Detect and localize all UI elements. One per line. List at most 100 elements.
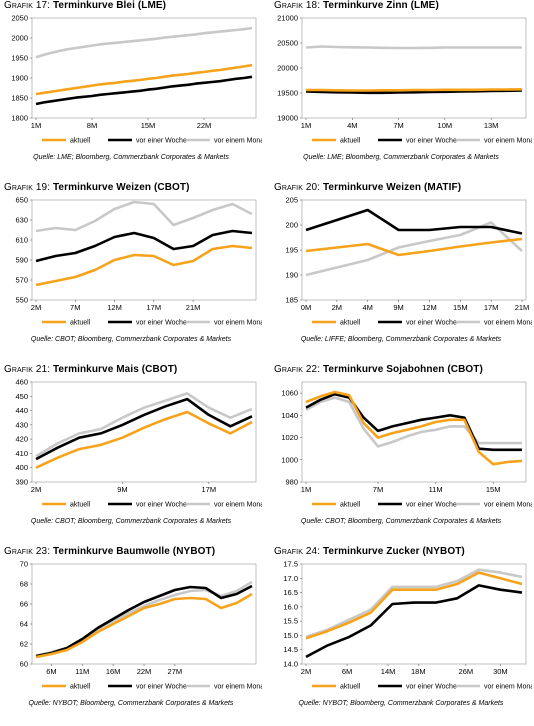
y-tick-label: 1040 <box>281 411 298 420</box>
y-tick-label: 195 <box>285 246 298 255</box>
y-tick-label: 70 <box>20 560 28 569</box>
legend-label: vor einer Woche <box>136 320 187 327</box>
plot-area <box>31 17 257 119</box>
x-tick-label: 21M <box>515 303 530 312</box>
legend-label: aktuell <box>70 138 91 145</box>
chart-panel-weizen-cbot: Grafik 19: Terminkurve Weizen (CBOT) 550… <box>0 182 262 362</box>
y-tick-label: 610 <box>15 236 28 245</box>
source-note: Quelle: CBOT; Bloomberg, Commerzbank Cor… <box>30 336 232 343</box>
x-tick-label: 17M <box>147 303 162 312</box>
y-tick-label: 21000 <box>277 14 298 23</box>
y-tick-label: 570 <box>15 276 28 285</box>
y-tick-label: 14.5 <box>283 645 298 654</box>
legend-label: vor einem Monat <box>484 502 532 509</box>
y-tick-label: 14.0 <box>283 660 298 669</box>
series-line-aktuell <box>35 63 253 96</box>
series-line-vor_einem_monat <box>35 26 253 59</box>
chart-panel-baumwolle: Grafik 23: Terminkurve Baumwolle (NYBOT)… <box>0 546 262 726</box>
x-tick-label: 10M <box>438 121 453 130</box>
y-tick-label: 440 <box>15 406 28 415</box>
grafik-label: Grafik 19: <box>4 182 51 193</box>
grafik-label: Grafik 18: <box>274 0 321 11</box>
x-tick-label: 9M <box>393 303 403 312</box>
y-tick-label: 2050 <box>11 14 28 23</box>
grafik-label: Grafik 20: <box>274 182 321 193</box>
y-tick-label: 980 <box>285 478 298 487</box>
y-tick-label: 17.5 <box>283 560 298 569</box>
series-line-vor_einer_woche <box>305 392 522 452</box>
chart-svg: 98010001020104010601M7M11M15M21Maktuellv… <box>281 381 532 509</box>
y-tick-label: 15.5 <box>283 617 298 626</box>
y-tick-label: 16.0 <box>283 602 298 611</box>
x-tick-label: 7M <box>373 485 383 494</box>
series-line-aktuell <box>306 88 523 92</box>
chart-svg: 3904004104204304404504602M9M17M24Maktuel… <box>15 378 262 509</box>
series-line-vor_einer_woche <box>35 229 253 263</box>
plot-area <box>301 17 527 119</box>
y-tick-label: 1020 <box>281 433 298 442</box>
y-tick-label: 1060 <box>281 389 298 398</box>
x-tick-label: 2M <box>31 303 41 312</box>
x-tick-label: 12M <box>422 303 437 312</box>
legend-label: vor einem Monat <box>214 502 262 509</box>
y-tick-label: 205 <box>285 196 298 205</box>
panel-title: Grafik 18: Terminkurve Zinn (LME) <box>274 0 439 11</box>
panel-title: Grafik 20: Terminkurve Weizen (MATIF) <box>274 182 461 193</box>
x-tick-label: 6M <box>46 667 56 676</box>
x-tick-label: 9M <box>117 485 127 494</box>
x-tick-label: 12M <box>107 303 122 312</box>
legend-label: aktuell <box>70 684 91 691</box>
legend-label: vor einem Monat <box>484 684 532 691</box>
x-tick-label: 0M <box>301 303 311 312</box>
chart-title: Terminkurve Weizen (MATIF) <box>322 182 462 193</box>
y-tick-label: 20000 <box>277 64 298 73</box>
x-tick-label: 17M <box>484 303 499 312</box>
series-line-vor_einem_monat <box>305 568 523 639</box>
chart-panel-weizen-matif: Grafik 20: Terminkurve Weizen (MATIF) 18… <box>270 182 532 362</box>
legend-label: vor einem Monat <box>214 320 262 327</box>
panel-title: Grafik 21: Terminkurve Mais (CBOT) <box>4 364 177 375</box>
x-tick-label: 4M <box>363 303 373 312</box>
x-tick-label: 15M <box>486 485 501 494</box>
x-tick-label: 2M <box>31 485 41 494</box>
legend-label: aktuell <box>340 502 361 509</box>
x-tick-label: 6M <box>342 667 352 676</box>
grafik-label: Grafik 24: <box>274 546 321 557</box>
x-tick-label: 21M <box>186 303 201 312</box>
x-tick-label: 2M <box>301 667 311 676</box>
grafik-label: Grafik 22: <box>274 364 321 375</box>
x-tick-label: 11M <box>75 667 89 676</box>
series-line-vor_einem_monat <box>35 580 253 658</box>
series-line-vor_einer_woche <box>305 208 523 235</box>
grafik-label: Grafik 21: <box>4 364 51 375</box>
y-tick-label: 185 <box>285 296 298 305</box>
series-line-aktuell <box>305 571 523 640</box>
y-tick-label: 460 <box>15 378 28 387</box>
y-tick-label: 410 <box>15 449 28 458</box>
series-line-aktuell <box>35 592 253 659</box>
series-line-vor_einer_woche <box>35 75 253 106</box>
chart-title: Terminkurve Sojabohnen (CBOT) <box>322 364 483 375</box>
grafik-label: Grafik 23: <box>4 546 51 557</box>
y-tick-label: 1000 <box>281 455 298 464</box>
x-tick-label: 15M <box>141 121 156 130</box>
y-tick-label: 19000 <box>277 114 298 123</box>
source-note: Quelle: CBOT; Bloomberg, Commerzbank Cor… <box>30 518 232 525</box>
chart-title: Terminkurve Zinn (LME) <box>322 0 439 11</box>
y-tick-label: 66 <box>20 600 28 609</box>
y-tick-label: 62 <box>20 640 28 649</box>
source-note: Quelle: LME; Bloomberg, Commerzbank Corp… <box>33 154 229 161</box>
source-note: Quelle: CBOT; Bloomberg, Commerzbank Cor… <box>300 518 502 525</box>
y-tick-label: 2000 <box>11 34 28 43</box>
grafik-label: Grafik 17: <box>4 0 51 11</box>
panel-title: Grafik 22: Terminkurve Sojabohnen (CBOT) <box>274 364 483 375</box>
x-tick-label: 15M <box>453 303 468 312</box>
legend-label: aktuell <box>340 138 361 145</box>
y-tick-label: 1850 <box>11 94 28 103</box>
chart-svg: 1800 1850 1900 1950 2000 2050 1M 8M 15M 22M aktuel… <box>11 14 262 145</box>
x-tick-label: 16M <box>106 667 121 676</box>
x-tick-label: 18M <box>411 667 426 676</box>
y-tick-label: 1900 <box>11 74 28 83</box>
series-line-vor_einem_monat <box>305 396 522 448</box>
x-tick-label: 30M <box>493 667 508 676</box>
